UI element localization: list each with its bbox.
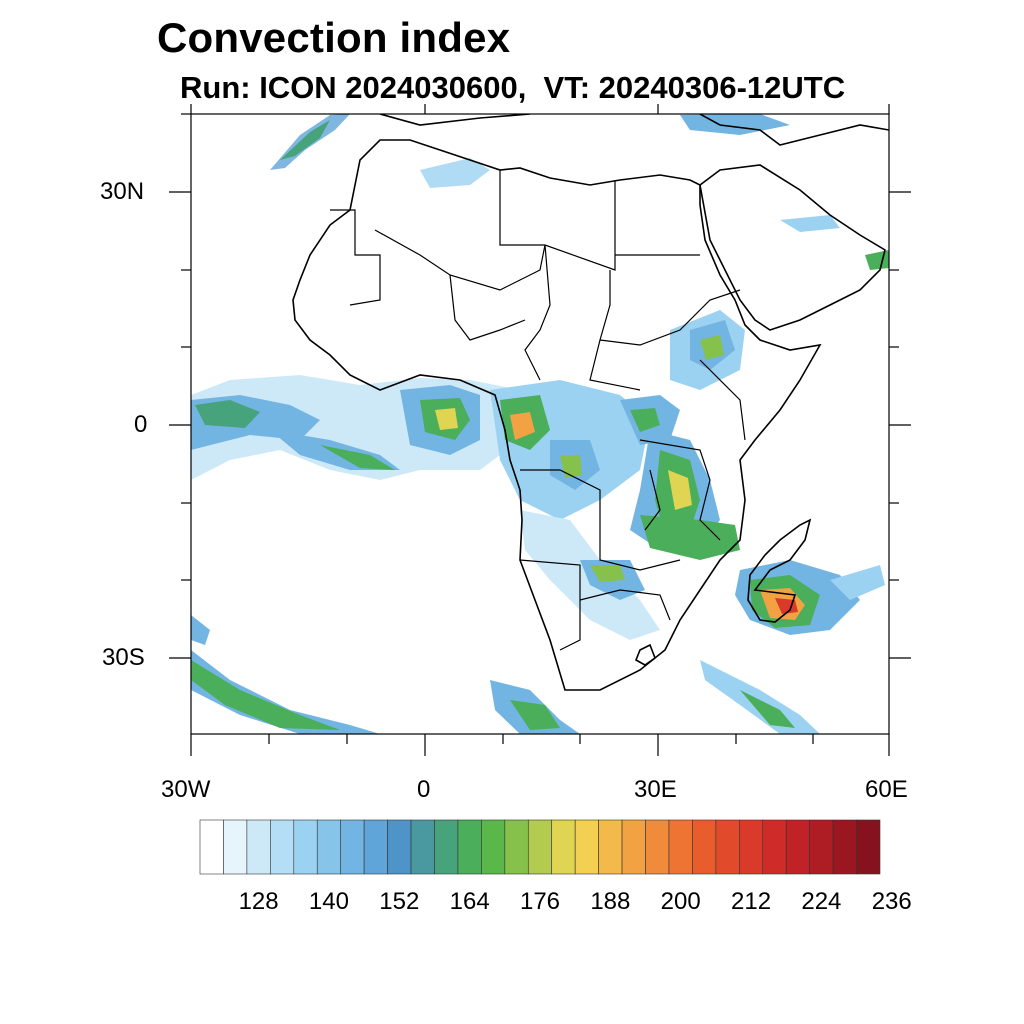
colorbar-swatch — [762, 819, 787, 875]
field-layer — [191, 114, 889, 734]
colorbar-swatch — [457, 819, 482, 875]
colorbar-swatch — [809, 819, 834, 875]
colorbar-swatch — [387, 819, 412, 875]
country-borders — [330, 170, 746, 651]
lon-label-30w: 30W — [161, 776, 211, 803]
colorbar-swatch — [621, 819, 646, 875]
colorbar-swatch — [246, 819, 271, 875]
map-frame — [190, 113, 890, 735]
lat-label-30s: 30S — [102, 644, 145, 671]
colorbar-swatch — [856, 819, 881, 875]
colorbar-swatch — [293, 819, 318, 875]
colorbar-swatch — [199, 819, 224, 875]
colorbar-label: 176 — [519, 888, 561, 915]
colorbar-label: 212 — [731, 888, 772, 915]
colorbar-swatch — [574, 819, 599, 875]
colorbar-swatch — [692, 819, 717, 875]
colorbar-swatch — [504, 819, 529, 875]
axis-ticks — [169, 104, 911, 756]
colorbar-label: 128 — [238, 888, 279, 915]
colorbar-label: 200 — [660, 888, 701, 915]
colorbar-swatch — [527, 819, 553, 875]
colorbar-swatch — [223, 819, 248, 875]
colorbar-label: 236 — [871, 888, 912, 915]
colorbar-swatch — [715, 819, 740, 875]
lat-label-0: 0 — [134, 411, 148, 438]
colorbar-swatch — [645, 819, 670, 875]
colorbar-swatch — [434, 819, 459, 875]
colorbar-swatch — [270, 819, 295, 875]
colorbar-swatch — [410, 819, 435, 875]
colorbar-swatch — [598, 819, 623, 875]
coastlines — [292, 114, 889, 691]
colorbar-label: 164 — [449, 888, 490, 915]
chart-title: Convection index — [157, 14, 511, 61]
colorbar — [199, 819, 881, 875]
lat-label-30n: 30N — [100, 178, 145, 205]
lon-label-0: 0 — [417, 776, 431, 803]
colorbar-swatch — [363, 819, 388, 875]
colorbar-swatch — [340, 819, 365, 875]
lon-label-30e: 30E — [634, 776, 677, 803]
colorbar-label: 152 — [379, 888, 420, 915]
colorbar-swatch — [739, 819, 764, 875]
colorbar-swatch — [316, 819, 341, 875]
chart-subtitle: Run: ICON 2024030600, VT: 20240306-12UTC — [180, 70, 846, 105]
colorbar-swatch — [551, 819, 576, 875]
colorbar-label: 224 — [801, 888, 842, 915]
colorbar-label: 188 — [590, 888, 631, 915]
colorbar-label: 140 — [308, 888, 349, 915]
colorbar-swatch — [668, 819, 693, 875]
colorbar-swatch — [785, 819, 810, 875]
colorbar-swatch — [832, 819, 857, 875]
colorbar-swatch — [481, 819, 506, 875]
lon-label-60e: 60E — [865, 776, 908, 803]
